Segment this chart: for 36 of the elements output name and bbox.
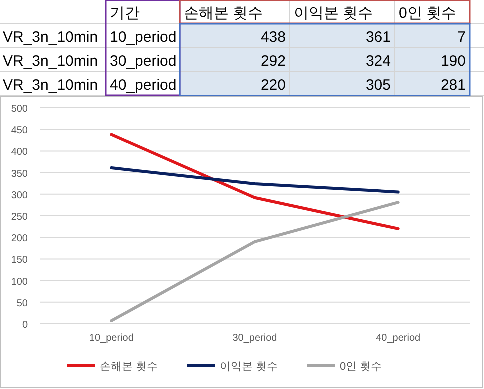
data-label: 7 — [458, 29, 466, 46]
legend-label: 손해본 횟수 — [100, 361, 158, 373]
y-tick-label: 500 — [11, 104, 28, 115]
legend-label: 이익본 횟수 — [220, 361, 278, 373]
data-label: 190 — [440, 53, 466, 70]
y-tick-label: 300 — [11, 190, 28, 202]
y-tick-label: 100 — [11, 276, 28, 288]
series-label: 손해본 횟수 — [184, 5, 264, 22]
y-tick-label: 150 — [11, 255, 28, 266]
y-tick-label: 0 — [22, 320, 28, 331]
data-label: 305 — [366, 77, 391, 94]
y-tick-label: 450 — [11, 126, 28, 137]
y-tick-label: 350 — [11, 168, 28, 180]
x-tick-label: 10_period — [89, 333, 134, 344]
category-label: 30_period — [110, 53, 177, 70]
text: 기간 — [110, 5, 140, 22]
text: 0인 횟수 — [399, 5, 457, 22]
y-tick-label: 250 — [11, 212, 28, 223]
text: VR_3n_10min — [3, 29, 98, 46]
y-tick-label: 400 — [11, 147, 28, 158]
y-tick-label: 200 — [11, 234, 28, 245]
data-label: 361 — [366, 29, 391, 46]
text: VR_3n_10min — [3, 77, 98, 94]
data-label: 220 — [260, 77, 286, 94]
category-label: 40_period — [110, 77, 177, 94]
legend-label: 0인 횟수 — [340, 361, 382, 373]
x-tick-label: 30_period — [232, 333, 278, 344]
data-label: 438 — [260, 29, 286, 46]
category-label: 10_period — [110, 29, 177, 46]
data-label: 324 — [366, 53, 391, 70]
text: VR_3n_10min — [3, 53, 98, 70]
y-tick-label: 50 — [16, 298, 28, 310]
x-tick-label: 40_period — [376, 333, 421, 344]
data-label: 281 — [440, 77, 466, 94]
text: 이익본 횟수 — [294, 5, 374, 22]
data-label: 292 — [260, 53, 286, 70]
